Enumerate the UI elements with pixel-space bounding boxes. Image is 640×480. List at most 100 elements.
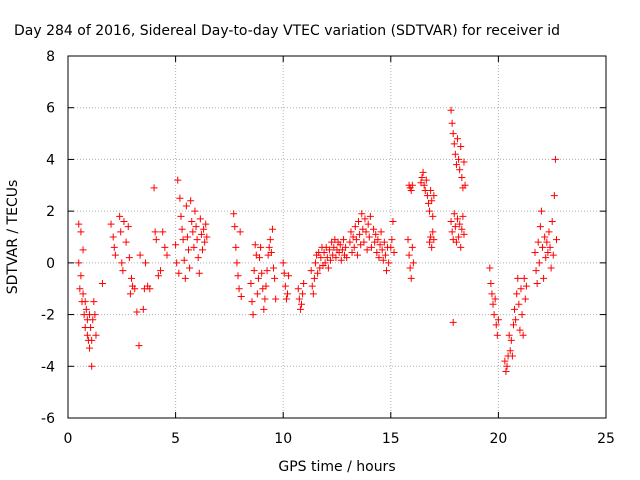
data-point xyxy=(119,267,127,275)
data-point xyxy=(516,326,524,334)
data-point xyxy=(456,166,464,174)
data-point xyxy=(195,269,203,277)
data-point xyxy=(181,274,189,282)
data-point xyxy=(201,238,209,246)
data-point xyxy=(407,274,415,282)
data-point xyxy=(459,212,467,220)
data-point xyxy=(346,238,354,246)
data-point xyxy=(122,238,130,246)
data-point xyxy=(98,280,106,288)
data-point xyxy=(300,280,308,288)
data-point xyxy=(548,217,556,225)
data-point xyxy=(514,274,522,282)
data-point xyxy=(451,150,459,158)
data-point xyxy=(458,174,466,182)
data-point xyxy=(408,243,416,251)
data-point xyxy=(268,225,276,233)
data-point xyxy=(92,331,100,339)
data-point xyxy=(107,220,115,228)
data-point xyxy=(452,161,460,169)
data-point xyxy=(135,342,143,350)
data-point xyxy=(88,362,96,370)
data-point xyxy=(82,305,90,313)
data-point xyxy=(187,197,195,205)
data-point xyxy=(83,331,91,339)
data-point xyxy=(127,274,135,282)
data-point xyxy=(360,238,368,246)
data-point xyxy=(270,264,278,272)
data-point xyxy=(447,106,455,114)
data-point xyxy=(531,249,539,257)
data-point xyxy=(545,228,553,236)
data-point xyxy=(294,285,302,293)
data-point xyxy=(232,243,240,251)
data-point xyxy=(202,220,210,228)
data-point xyxy=(175,269,183,277)
data-point xyxy=(390,249,398,257)
data-point xyxy=(353,251,361,259)
data-point xyxy=(491,295,499,303)
data-point xyxy=(177,212,185,220)
data-point xyxy=(282,295,290,303)
data-point xyxy=(307,267,315,275)
data-point xyxy=(267,249,275,257)
data-point xyxy=(456,220,464,228)
data-point xyxy=(120,217,128,225)
data-point xyxy=(254,274,262,282)
data-point xyxy=(116,212,124,220)
data-point xyxy=(458,225,466,233)
data-point xyxy=(430,236,438,244)
data-point xyxy=(266,236,274,244)
data-point xyxy=(337,256,345,264)
data-point xyxy=(449,130,457,138)
data-point xyxy=(427,186,435,194)
data-point xyxy=(387,243,395,251)
data-point xyxy=(452,238,460,246)
data-point xyxy=(537,207,545,215)
data-point xyxy=(451,223,459,231)
data-point xyxy=(126,290,134,298)
data-point xyxy=(79,290,87,298)
data-point xyxy=(426,238,434,246)
data-point xyxy=(320,249,328,257)
data-point xyxy=(125,254,133,262)
data-point xyxy=(388,236,396,244)
data-point xyxy=(348,249,356,257)
data-point xyxy=(109,233,117,241)
data-point xyxy=(139,305,147,313)
data-point xyxy=(508,352,516,360)
data-point xyxy=(366,212,374,220)
data-point xyxy=(182,202,190,210)
data-point xyxy=(363,246,371,254)
data-point xyxy=(308,282,316,290)
data-point xyxy=(260,305,268,313)
data-point xyxy=(75,259,83,267)
data-point xyxy=(75,220,83,228)
data-point xyxy=(551,155,559,163)
data-point xyxy=(447,217,455,225)
data-point xyxy=(178,225,186,233)
data-point xyxy=(521,295,529,303)
data-point xyxy=(512,316,520,324)
data-point xyxy=(534,238,542,246)
data-point xyxy=(176,194,184,202)
data-point xyxy=(151,228,159,236)
data-point xyxy=(486,264,494,272)
data-point xyxy=(493,331,501,339)
data-point xyxy=(296,305,304,313)
data-point xyxy=(272,295,280,303)
data-point xyxy=(517,285,525,293)
data-point xyxy=(174,176,182,184)
data-point xyxy=(192,223,200,231)
data-point xyxy=(230,210,238,218)
data-point xyxy=(553,236,561,244)
x-tick-label: 10 xyxy=(274,431,292,447)
data-point xyxy=(280,269,288,277)
data-point xyxy=(262,282,270,290)
data-point xyxy=(488,290,496,298)
data-point xyxy=(408,181,416,189)
data-point xyxy=(163,251,171,259)
y-tick-label: -4 xyxy=(41,359,55,375)
data-point xyxy=(231,223,239,231)
data-point xyxy=(541,233,549,241)
